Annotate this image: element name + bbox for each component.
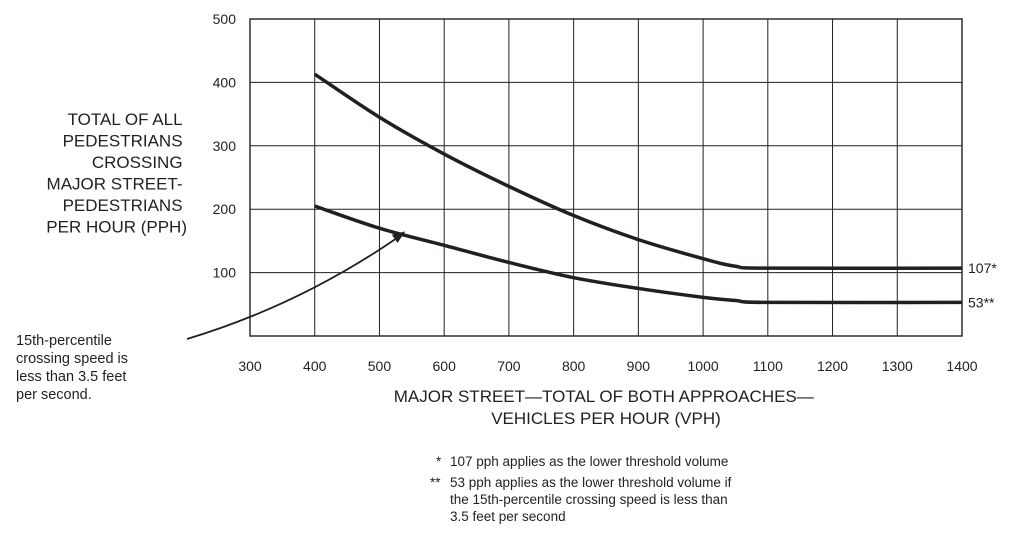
footnote-marker: *	[436, 454, 442, 469]
series-end-label: 53**	[968, 294, 995, 310]
series-layer	[313, 72, 963, 305]
y-tick-label: 300	[213, 138, 237, 154]
y-tick-label: 500	[213, 11, 237, 27]
y-axis-label-line: TOTAL OF ALL	[68, 110, 183, 129]
y-axis-label-line: PEDESTRIANS	[63, 196, 183, 215]
x-tick-label: 1000	[688, 358, 719, 374]
series-line-1	[313, 72, 963, 271]
y-axis-label-line: CROSSING	[92, 153, 183, 172]
grid	[250, 19, 962, 336]
footnote: * 107 pph applies as the lower threshold…	[436, 453, 728, 470]
series-end-label: 107*	[968, 260, 997, 276]
y-tick-labels: 100 200 300 400 500	[213, 11, 237, 281]
x-tick-label: 900	[627, 358, 651, 374]
x-axis-label-line: MAJOR STREET—TOTAL OF BOTH APPROACHES—	[394, 387, 814, 406]
x-tick-label: 800	[562, 358, 586, 374]
footnote-line: 3.5 feet per second	[450, 509, 566, 524]
annotation-line: 15th-percentile	[16, 333, 112, 349]
footnote: ** 53 pph applies as the lower threshold…	[430, 474, 736, 524]
annotation-line: less than 3.5 feet	[16, 369, 126, 385]
annotation-arrow	[186, 235, 400, 340]
y-tick-label: 200	[213, 201, 237, 217]
footnote-marker: **	[430, 475, 441, 490]
x-axis-label-line: VEHICLES PER HOUR (VPH)	[491, 409, 721, 428]
annotation: 15th-percentile crossing speed is less t…	[16, 231, 406, 403]
annotation-line: per second.	[16, 387, 92, 403]
series-end-labels: 107* 53**	[968, 260, 997, 310]
x-tick-label: 600	[433, 358, 457, 374]
footnote-line: the 15th-percentile crossing speed is le…	[450, 492, 728, 507]
y-axis-label-line: PER HOUR (PPH)	[46, 218, 187, 237]
x-tick-label: 400	[303, 358, 327, 374]
annotation-text: 15th-percentile crossing speed is less t…	[16, 332, 132, 403]
x-tick-label: 1100	[753, 358, 783, 374]
y-tick-label: 100	[213, 265, 237, 281]
x-tick-label: 1200	[817, 358, 848, 374]
x-tick-label: 500	[368, 358, 392, 374]
x-tick-label: 1400	[946, 358, 977, 374]
annotation-line: crossing speed is	[16, 351, 128, 367]
footnotes: * 107 pph applies as the lower threshold…	[430, 453, 736, 524]
x-tick-label: 700	[497, 358, 521, 374]
x-tick-label: 1300	[882, 358, 913, 374]
footnote-line: 107 pph applies as the lower threshold v…	[450, 454, 728, 469]
x-tick-labels: 300 400 500 600 700 800 900 1000 1100 1200 1300 140…	[238, 358, 977, 374]
footnote-line: 53 pph applies as the lower threshold vo…	[450, 475, 732, 490]
x-axis-label: MAJOR STREET—TOTAL OF BOTH APPROACHES— V…	[394, 387, 818, 428]
annotation-arrowhead	[391, 231, 406, 243]
y-tick-label: 400	[213, 74, 237, 90]
y-axis-label-line: MAJOR STREET-	[47, 175, 183, 194]
series-line-2	[314, 204, 963, 305]
x-tick-label: 300	[238, 358, 262, 374]
y-axis-label: TOTAL OF ALL PEDESTRIANS CROSSING MAJOR …	[46, 110, 187, 237]
y-axis-label-line: PEDESTRIANS	[63, 132, 183, 151]
plot-frame	[249, 18, 963, 337]
